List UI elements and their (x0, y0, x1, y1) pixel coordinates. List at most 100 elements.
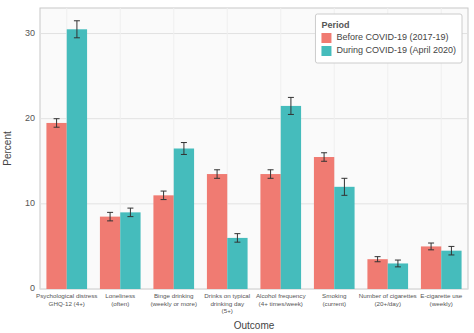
bar (367, 259, 387, 289)
error-cap (74, 37, 80, 38)
x-tick-label-line: GHQ-12 (4+) (49, 300, 85, 307)
error-bar (234, 234, 240, 243)
legend-label: Before COVID-19 (2017-19) (336, 32, 448, 42)
y-tick-label: 20 (25, 113, 35, 123)
error-cap (288, 114, 294, 115)
error-cap (127, 216, 133, 217)
grid (40, 8, 468, 289)
bar (174, 149, 194, 290)
legend-box (315, 14, 462, 63)
bar (120, 212, 140, 289)
error-line (324, 153, 325, 162)
error-line (290, 97, 291, 114)
x-tick-label-line: (weekly) (430, 300, 453, 307)
error-bar (74, 21, 80, 38)
series (46, 119, 441, 289)
error-cap (341, 195, 347, 196)
x-tick-label-line: (20+/day) (374, 300, 401, 307)
bar (260, 174, 280, 289)
x-ticks: Psychological distressGHQ-12 (4+) Lonelin… (36, 292, 463, 314)
error-cap (54, 118, 60, 119)
bar (421, 246, 441, 289)
x-tick-label-line: Drinks on typical (204, 292, 250, 299)
error-cap (161, 191, 167, 192)
error-cap (181, 154, 187, 155)
error-cap (341, 178, 347, 179)
bar (334, 187, 354, 289)
error-line (56, 119, 57, 128)
x-tick-label: Alcohol frequency(4+ times/week) (256, 292, 307, 307)
x-tick-label-line: E-cigarette use (420, 292, 463, 299)
legend: Period Before COVID-19 (2017-19) During CO… (315, 14, 462, 63)
error-bar (268, 170, 274, 179)
x-tick-label-line: Number of cigarettes (359, 292, 417, 299)
error-bar (321, 153, 327, 162)
x-tick-label: Number of cigarettes(20+/day) (359, 292, 417, 307)
error-line (163, 191, 164, 200)
error-cap (428, 249, 434, 250)
error-line (270, 170, 271, 179)
error-cap (214, 169, 220, 170)
error-line (344, 178, 345, 195)
x-tick-label: Psychological distressGHQ-12 (4+) (36, 292, 97, 307)
error-bar (181, 143, 187, 155)
x-axis-label: Outcome (234, 320, 275, 331)
error-bar (214, 170, 220, 179)
error-line (110, 212, 111, 221)
error-cap (107, 212, 113, 213)
y-tick-label: 0 (30, 283, 35, 293)
bar (100, 217, 120, 289)
legend-title: Period (321, 20, 349, 30)
error-cap (288, 97, 294, 98)
error-bar (161, 191, 167, 200)
error-bar (288, 97, 294, 114)
error-cap (107, 220, 113, 221)
error-line (431, 243, 432, 250)
y-tick-label: 10 (25, 198, 35, 208)
bar (281, 106, 301, 289)
legend-swatch (321, 33, 331, 43)
bar (67, 29, 87, 289)
error-cap (395, 266, 401, 267)
x-tick-label-line: Binge drinking (154, 292, 194, 299)
error-cap (234, 242, 240, 243)
x-tick-label-line: Loneliness (105, 292, 135, 299)
error-bar (341, 178, 347, 195)
error-bar (127, 208, 133, 217)
error-bar (428, 243, 434, 250)
error-cap (375, 261, 381, 262)
error-cap (181, 142, 187, 143)
x-tick-label: E-cigarette use(weekly) (420, 292, 463, 307)
y-ticks: 0102030 (25, 28, 35, 293)
x-tick-label: Binge drinking(weekly or more) (150, 292, 197, 307)
error-cap (321, 152, 327, 153)
error-cap (214, 178, 220, 179)
error-bar (375, 257, 381, 262)
error-cap (448, 254, 454, 255)
error-cap (161, 199, 167, 200)
error-line (183, 143, 184, 155)
error-cap (428, 243, 434, 244)
chart: 0102030Psychological distressGHQ-12 (4+)… (0, 0, 474, 333)
bar (227, 238, 247, 289)
error-cap (54, 127, 60, 128)
error-cap (127, 208, 133, 209)
x-tick-label-line: drinking day (210, 300, 245, 307)
bar (153, 195, 173, 289)
x-tick-label-line: (often) (111, 300, 129, 307)
x-tick-label-line: Alcohol frequency (256, 292, 307, 299)
legend-swatch (321, 46, 331, 56)
y-grid-line (40, 118, 468, 119)
error-cap (375, 256, 381, 257)
error-cap (321, 161, 327, 162)
error-cap (234, 233, 240, 234)
x-tick-label-line: (4+ times/week) (259, 300, 303, 307)
error-line (397, 260, 398, 267)
error-line (130, 208, 131, 217)
x-tick-label-line: (weekly or more) (150, 300, 197, 307)
y-axis-label: Percent (2, 131, 13, 166)
x-tick-label-line: Smoking (322, 292, 347, 299)
error-cap (268, 169, 274, 170)
legend-label: During COVID-19 (April 2020) (336, 45, 456, 55)
error-line (377, 257, 378, 262)
